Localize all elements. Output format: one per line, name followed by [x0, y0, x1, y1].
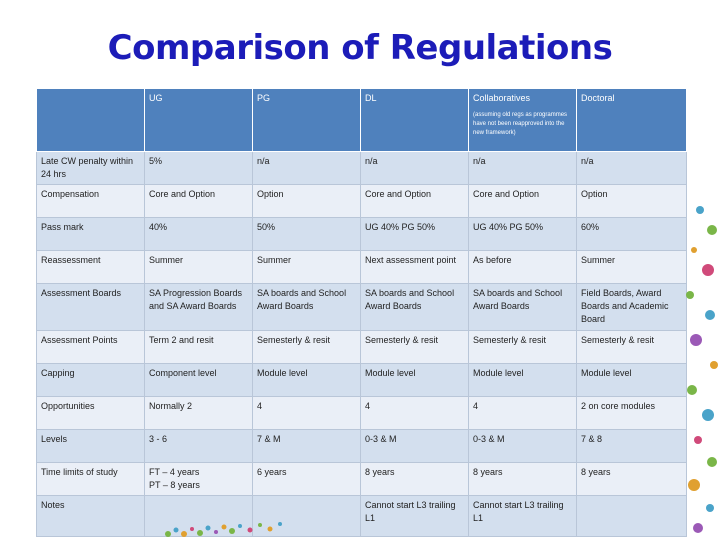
row-label: Time limits of study	[36, 462, 145, 496]
table-cell: UG 40% PG 50%	[468, 217, 577, 251]
decorative-dots-right	[686, 206, 718, 533]
table-row: Notes Cannot start L3 trailing L1 Cannot…	[36, 495, 687, 537]
header-cell-ug: UG	[144, 88, 253, 152]
header-cell-dl: DL	[360, 88, 469, 152]
table-row: Reassessment Summer Summer Next assessme…	[36, 250, 687, 284]
table-cell: Cannot start L3 trailing L1	[360, 495, 469, 537]
cell-line: FT – 4 years	[149, 467, 200, 477]
table-cell: Module level	[468, 363, 577, 397]
table-cell: UG 40% PG 50%	[360, 217, 469, 251]
table-cell: As before	[468, 250, 577, 284]
table-row: Pass mark 40% 50% UG 40% PG 50% UG 40% P…	[36, 217, 687, 251]
table-row: Time limits of study FT – 4 years PT – 8…	[36, 462, 687, 496]
table-cell: Core and Option	[144, 184, 253, 218]
table-cell: Module level	[252, 363, 361, 397]
row-label: Pass mark	[36, 217, 145, 251]
table-cell: 3 - 6	[144, 429, 253, 463]
table-cell: 8 years	[468, 462, 577, 496]
table-row: Late CW penalty within 24 hrs 5% n/a n/a…	[36, 151, 687, 185]
table-row: Compensation Core and Option Option Core…	[36, 184, 687, 218]
decorative-dots-bottom	[165, 522, 282, 537]
table-cell: 5%	[144, 151, 253, 185]
row-label: Levels	[36, 429, 145, 463]
table-cell: Next assessment point	[360, 250, 469, 284]
table-cell: Module level	[360, 363, 469, 397]
regulations-table: UG PG DL Collaboratives (assuming old re…	[36, 88, 687, 537]
table-cell: Normally 2	[144, 396, 253, 430]
table-cell: FT – 4 years PT – 8 years	[144, 462, 253, 496]
table-cell: 7 & M	[252, 429, 361, 463]
table-cell: Summer	[144, 250, 253, 284]
table-cell: 40%	[144, 217, 253, 251]
table-cell: SA boards and School Award Boards	[252, 283, 361, 331]
table-row: Assessment Points Term 2 and resit Semes…	[36, 330, 687, 364]
row-label: Opportunities	[36, 396, 145, 430]
page-title: Comparison of Regulations	[107, 28, 613, 68]
table-cell: 7 & 8	[576, 429, 687, 463]
table-cell: n/a	[576, 151, 687, 185]
table-cell	[144, 495, 253, 537]
table-row: Assessment Boards SA Progression Boards …	[36, 283, 687, 331]
table-header-row: UG PG DL Collaboratives (assuming old re…	[36, 88, 687, 152]
header-cell-pg: PG	[252, 88, 361, 152]
table-cell: Field Boards, Award Boards and Academic …	[576, 283, 687, 331]
row-label: Notes	[36, 495, 145, 537]
table-cell: 0-3 & M	[360, 429, 469, 463]
table-cell: 8 years	[576, 462, 687, 496]
table-row: Capping Component level Module level Mod…	[36, 363, 687, 397]
table-cell: 8 years	[360, 462, 469, 496]
row-label: Late CW penalty within 24 hrs	[36, 151, 145, 185]
table-cell: 4	[252, 396, 361, 430]
row-label: Capping	[36, 363, 145, 397]
table-cell: 50%	[252, 217, 361, 251]
table-cell: Semesterly & resit	[360, 330, 469, 364]
table-cell: Cannot start L3 trailing L1	[468, 495, 577, 537]
table-cell: Core and Option	[360, 184, 469, 218]
table-cell: Option	[576, 184, 687, 218]
header-cell-blank	[36, 88, 145, 152]
row-label: Assessment Points	[36, 330, 145, 364]
header-note-collaboratives: (assuming old regs as programmes have no…	[473, 112, 568, 136]
header-label-collaboratives: Collaboratives	[473, 93, 531, 103]
header-cell-doctoral: Doctoral	[576, 88, 687, 152]
table-cell: Option	[252, 184, 361, 218]
table-cell: 0-3 & M	[468, 429, 577, 463]
table-cell: Summer	[252, 250, 361, 284]
table-cell: 60%	[576, 217, 687, 251]
table-cell: 2 on core modules	[576, 396, 687, 430]
table-cell: n/a	[468, 151, 577, 185]
header-cell-collaboratives: Collaboratives (assuming old regs as pro…	[468, 88, 577, 152]
row-label: Assessment Boards	[36, 283, 145, 331]
table-cell: Summer	[576, 250, 687, 284]
table-row: Levels 3 - 6 7 & M 0-3 & M 0-3 & M 7 & 8	[36, 429, 687, 463]
table-cell: Semesterly & resit	[468, 330, 577, 364]
table-cell: SA Progression Boards and SA Award Board…	[144, 283, 253, 331]
table-cell: Semesterly & resit	[252, 330, 361, 364]
table-cell: 4	[360, 396, 469, 430]
table-cell: n/a	[252, 151, 361, 185]
table-cell: SA boards and School Award Boards	[468, 283, 577, 331]
table-row: Opportunities Normally 2 4 4 4 2 on core…	[36, 396, 687, 430]
row-label: Reassessment	[36, 250, 145, 284]
table-cell	[576, 495, 687, 537]
table-cell: 6 years	[252, 462, 361, 496]
table-cell: Term 2 and resit	[144, 330, 253, 364]
table-cell: Component level	[144, 363, 253, 397]
table-cell: SA boards and School Award Boards	[360, 283, 469, 331]
row-label: Compensation	[36, 184, 145, 218]
table-cell: Module level	[576, 363, 687, 397]
table-cell: n/a	[360, 151, 469, 185]
table-cell: Core and Option	[468, 184, 577, 218]
cell-line: PT – 8 years	[149, 480, 200, 490]
table-cell: Semesterly & resit	[576, 330, 687, 364]
table-cell: 4	[468, 396, 577, 430]
